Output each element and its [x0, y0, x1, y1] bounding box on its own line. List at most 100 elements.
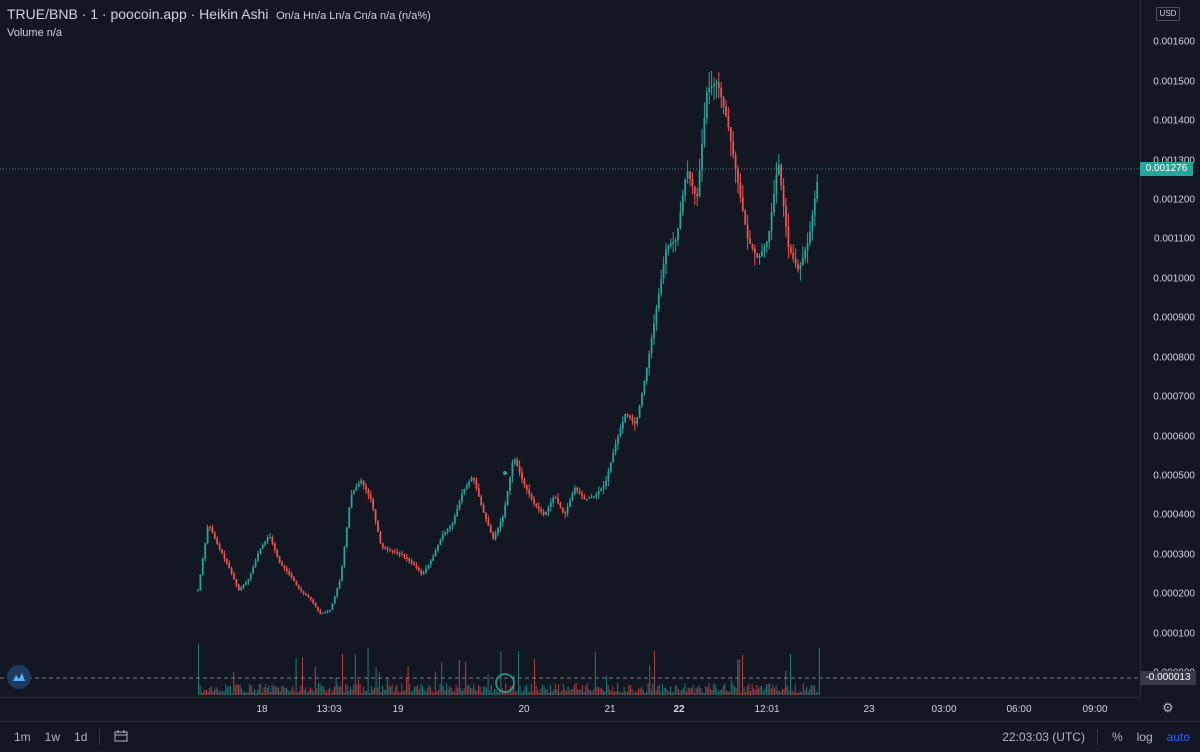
- volume-bar: [343, 692, 345, 695]
- volume-bar: [790, 653, 791, 695]
- candle-body: [305, 593, 307, 596]
- volume-bar: [335, 677, 337, 695]
- volume-bar: [428, 684, 430, 695]
- volume-bar: [361, 692, 363, 695]
- volume-bar: [569, 690, 571, 695]
- range-1d-button[interactable]: 1d: [74, 730, 88, 744]
- candle-body: [751, 243, 754, 249]
- percent-scale-button[interactable]: %: [1111, 730, 1123, 744]
- candle-body: [204, 542, 207, 559]
- candle-body: [636, 417, 639, 424]
- candle-body: [729, 127, 732, 142]
- log-scale-button[interactable]: log: [1136, 730, 1153, 744]
- volume-bar: [481, 691, 483, 695]
- volume-bar: [300, 685, 302, 695]
- volume-bar: [298, 691, 300, 695]
- volume-bar: [353, 684, 355, 695]
- volume-bar: [489, 690, 491, 695]
- volume-bar: [402, 690, 404, 695]
- candle-body: [693, 186, 696, 194]
- volume-bar: [460, 688, 462, 695]
- calendar-range-icon[interactable]: [114, 729, 128, 745]
- volume-bar: [598, 687, 599, 695]
- candle-body: [285, 568, 288, 572]
- utc-clock[interactable]: 22:03:03 (UTC): [1002, 730, 1085, 744]
- candle-body: [353, 490, 355, 495]
- volume-bar: [564, 688, 566, 695]
- auto-scale-button[interactable]: auto: [1166, 730, 1190, 744]
- poocoin-logo[interactable]: [7, 665, 31, 689]
- range-1m-button[interactable]: 1m: [14, 730, 31, 744]
- time-tick-label: 20: [518, 704, 530, 715]
- volume-bar: [242, 692, 244, 695]
- volume-bar: [260, 683, 262, 695]
- candle-body: [228, 563, 231, 569]
- price-axis[interactable]: 0.001600 0.001500 0.001400 0.001300 0.001200…: [1140, 0, 1200, 697]
- chart-legend: TRUE/BNB · 1 · poocoin.app · Heikin Ashi…: [7, 6, 431, 22]
- candle-body: [641, 393, 643, 406]
- volume-bar: [407, 666, 409, 695]
- candle-body: [216, 538, 219, 545]
- volume-bar: [697, 687, 699, 695]
- candle-body: [813, 198, 816, 216]
- candle-body: [588, 497, 591, 499]
- volume-bar: [647, 683, 649, 695]
- candle-body: [329, 610, 331, 612]
- candle-body: [485, 512, 487, 520]
- candle-body: [782, 185, 785, 206]
- volume-bar: [466, 685, 468, 695]
- price-chart[interactable]: [0, 0, 1140, 697]
- volume-bar: [534, 658, 535, 695]
- heikin-ashi-candles: [197, 70, 819, 615]
- volume-bar: [814, 685, 815, 695]
- candle-body: [629, 415, 631, 419]
- price-tick-label: 0.000200: [1153, 588, 1195, 600]
- volume-bar: [714, 684, 716, 695]
- candle-body: [269, 537, 271, 539]
- volume-bar: [735, 687, 737, 695]
- candle-body: [235, 579, 238, 585]
- volume-bar: [294, 691, 295, 695]
- time-axis[interactable]: 18 13:03 19 20 21 22 12:01 23 03:00 06:00 09:00: [0, 697, 1140, 722]
- price-tick-label: 0.001600: [1153, 36, 1195, 48]
- candle-body: [365, 485, 367, 490]
- volume-bar: [562, 683, 564, 695]
- volume-bar: [622, 692, 623, 695]
- volume-bar: [279, 691, 281, 695]
- currency-button[interactable]: USD: [1156, 7, 1180, 21]
- volume-bar: [614, 691, 615, 695]
- candle-body: [439, 539, 442, 546]
- volume-bar: [313, 691, 315, 695]
- volume-bar: [700, 688, 702, 695]
- price-tick-label: 0.000100: [1153, 628, 1195, 640]
- price-tick-label: 0.000600: [1153, 431, 1195, 443]
- volume-bar: [690, 688, 692, 695]
- volume-bar: [348, 690, 350, 695]
- volume-bar: [657, 686, 659, 695]
- volume-bar: [638, 688, 639, 695]
- candle-body: [578, 490, 581, 494]
- volume-bar: [521, 692, 523, 695]
- candle-body: [501, 516, 504, 523]
- volume-bar: [263, 687, 265, 695]
- volume-bar: [289, 692, 291, 695]
- candle-body: [528, 489, 531, 495]
- volume-bar: [226, 687, 228, 695]
- gear-icon[interactable]: ⚙: [1162, 700, 1174, 715]
- candle-body: [741, 196, 744, 211]
- volume-bar: [670, 686, 671, 695]
- candle-body: [343, 546, 346, 567]
- candle-body: [581, 493, 583, 497]
- volume-bar: [762, 691, 764, 695]
- range-1w-button[interactable]: 1w: [44, 730, 61, 744]
- candle-body: [197, 590, 199, 592]
- volume-bar: [655, 691, 657, 695]
- candle-body: [559, 502, 562, 508]
- candle-body: [290, 573, 293, 578]
- volume-bar: [346, 685, 348, 695]
- candle-body: [271, 537, 274, 544]
- volume-bar: [802, 683, 804, 695]
- time-tick-label: 21: [604, 704, 616, 715]
- volume-bar: [767, 684, 769, 695]
- volume-bar: [401, 683, 403, 695]
